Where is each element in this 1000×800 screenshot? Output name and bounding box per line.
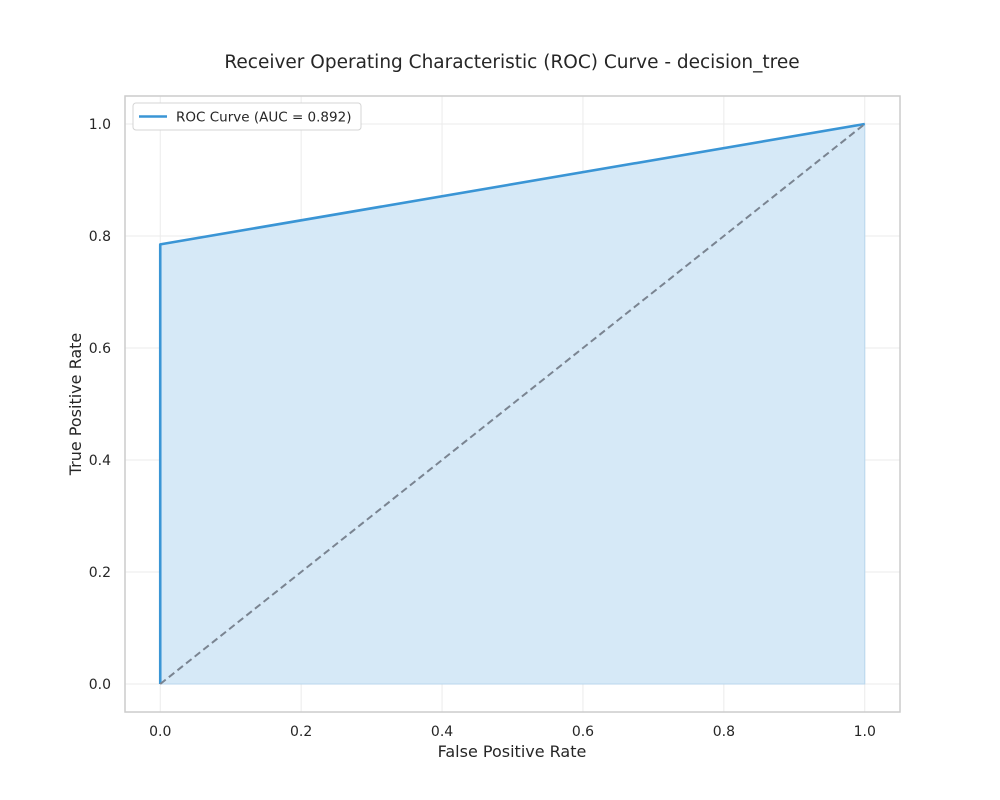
y-tick-label: 0.6 xyxy=(89,341,111,357)
legend-label: ROC Curve (AUC = 0.892) xyxy=(176,110,351,126)
x-tick-label: 0.8 xyxy=(713,724,735,740)
x-tick-label: 1.0 xyxy=(854,724,876,740)
y-axis-label: True Positive Rate xyxy=(66,333,85,477)
plot-frame xyxy=(124,95,901,713)
plot-area xyxy=(124,95,901,713)
x-tick-label: 0.4 xyxy=(431,724,453,740)
x-tick-label: 0.0 xyxy=(149,724,171,740)
roc-curve-line xyxy=(158,122,865,684)
legend-box xyxy=(132,102,362,131)
x-tick-label: 0.2 xyxy=(290,724,312,740)
y-tick-label: 1.0 xyxy=(89,117,111,133)
y-tick-label: 0.4 xyxy=(89,453,111,469)
y-tick-label: 0.0 xyxy=(89,677,111,693)
chart-title: Receiver Operating Characteristic (ROC) … xyxy=(224,52,799,73)
x-axis-ticks: 0.0 0.2 0.4 0.6 0.8 1.0 xyxy=(149,724,876,740)
y-tick-label: 0.8 xyxy=(89,229,111,245)
x-axis-label: False Positive Rate xyxy=(438,742,587,761)
x-tick-label: 0.6 xyxy=(572,724,594,740)
y-tick-label: 0.2 xyxy=(89,565,111,581)
diagonal-reference-line xyxy=(159,123,866,685)
series-layer xyxy=(158,122,866,685)
y-axis-ticks: 0.0 0.2 0.4 0.6 0.8 1.0 xyxy=(89,117,111,693)
legend: ROC Curve (AUC = 0.892) xyxy=(132,102,362,131)
